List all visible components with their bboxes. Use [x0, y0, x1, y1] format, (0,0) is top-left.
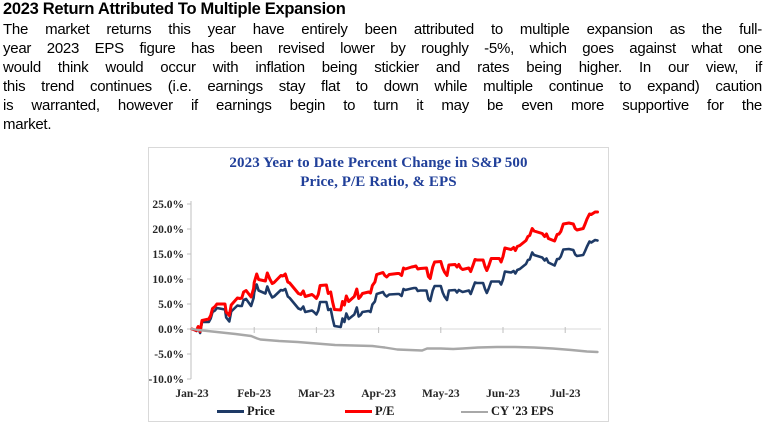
legend-label: CY '23 EPS — [491, 404, 554, 418]
series-line-cy-23-eps — [190, 327, 599, 354]
chart-title: 2023 Year to Date Percent Change in S&P … — [149, 154, 608, 192]
chart: 2023 Year to Date Percent Change in S&P … — [148, 147, 609, 422]
series-line-p-e — [190, 210, 599, 333]
paragraph-line: is warranted, however if earnings begin … — [3, 96, 762, 114]
legend-item-cy-23-eps: CY '23 EPS — [461, 404, 554, 419]
legend-label: Price — [247, 404, 275, 418]
paragraph-line: The market returns this year have entire… — [3, 21, 762, 38]
legend-item-p-e: P/E — [345, 404, 394, 419]
y-tick-label: 15.0% — [152, 249, 184, 261]
x-tick-label: Jun-23 — [486, 388, 520, 400]
paragraph-line: year 2023 EPS figure has been revised lo… — [3, 39, 762, 57]
paragraph-line: this trend continues (i.e. earnings stay… — [3, 77, 762, 95]
paragraph-line: market. — [3, 115, 52, 133]
y-tick-label: 0.0% — [158, 324, 184, 336]
y-tick-label: 20.0% — [152, 224, 184, 236]
legend-swatch — [217, 410, 244, 413]
chart-title-line-2: Price, P/E Ratio, & EPS — [300, 174, 457, 190]
legend-label: P/E — [375, 404, 395, 418]
x-tick-label: May-23 — [422, 388, 460, 400]
y-tick-label: 5.0% — [158, 299, 184, 311]
legend-swatch — [461, 410, 488, 413]
x-tick-label: Mar-23 — [298, 388, 335, 400]
paragraph-line: would think would occur with inflation b… — [3, 58, 762, 76]
legend-swatch — [345, 410, 372, 413]
body-paragraph: The market returns this year have entire… — [3, 21, 762, 134]
x-tick-label: Apr-23 — [361, 388, 396, 400]
y-tick-label: -5.0% — [154, 349, 184, 361]
legend-item-price: Price — [217, 404, 275, 419]
chart-title-line-1: 2023 Year to Date Percent Change in S&P … — [229, 155, 528, 171]
x-tick-label: Feb-23 — [237, 388, 271, 400]
series-line-price — [190, 238, 599, 335]
y-tick-label: 10.0% — [152, 274, 184, 286]
chart-legend: Price P/E CY '23 EPS — [149, 404, 608, 420]
chart-plot: 25.0% 20.0% 15.0% 10.0% 5.0% 0.0% -5.0% -10.0% J… — [149, 199, 601, 400]
y-tick-label: 25.0% — [152, 199, 184, 211]
x-tick-label: Jan-23 — [175, 388, 208, 400]
x-tick-label: Jul-23 — [550, 388, 581, 400]
page-title: 2023 Return Attributed To Multiple Expan… — [3, 0, 346, 18]
y-tick-label: -10.0% — [149, 374, 184, 386]
